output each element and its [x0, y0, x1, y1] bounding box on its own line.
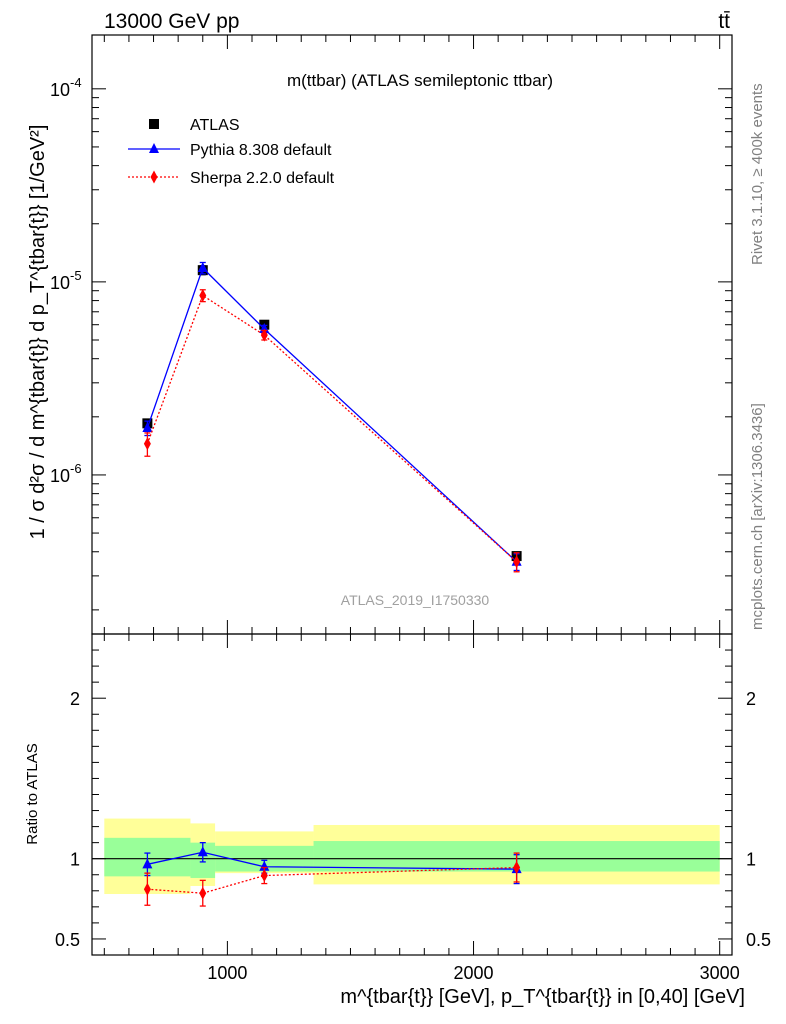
x-tick-label: 2000	[454, 963, 494, 983]
ratio-y-tick-label: 0.5	[55, 930, 80, 950]
x-tick-label: 1000	[207, 963, 247, 983]
ratio-panel: 0.5 0.5 1 1 2 2 1000 2000 3000 Ratio to ATLAS m^…	[24, 633, 771, 1008]
legend-label: Pythia 8.308 default	[190, 142, 332, 159]
ratio-series-sherpa	[143, 852, 521, 907]
legend-label: ATLAS	[190, 117, 240, 134]
data-point	[260, 869, 268, 883]
chart-title: m(ttbar) (ATLAS semileptonic ttbar)	[287, 71, 553, 90]
mcplots-credit-label: mcplots.cern.ch [arXiv:1306.3436]	[749, 403, 766, 630]
legend-marker	[149, 119, 159, 129]
data-point	[513, 555, 521, 569]
ratio-y-tick-label-right: 1	[746, 850, 756, 870]
ratio-frame	[91, 633, 733, 956]
main-series-atlas	[142, 265, 522, 562]
legend: ATLAS Pythia 8.308 default Sherpa 2.2.0 de…	[128, 117, 335, 187]
data-point	[143, 437, 151, 451]
x-tick-label: 3000	[700, 963, 740, 983]
data-point	[259, 860, 270, 871]
data-point	[142, 858, 153, 869]
data-point	[260, 328, 268, 342]
main-series-line	[146, 294, 518, 563]
legend-label: Sherpa 2.2.0 default	[190, 170, 335, 187]
ratio-y-axis-label: Ratio to ATLAS	[24, 743, 41, 844]
ratio-y-tick-label-right: 0.5	[746, 930, 771, 950]
data-point	[199, 886, 207, 900]
ratio-y-tick-label-right: 2	[746, 689, 756, 709]
data-point	[143, 882, 151, 896]
data-point	[199, 289, 207, 303]
legend-marker	[150, 170, 158, 184]
y-axis-label: 1 / σ d²σ / d m^{tbar{t}} d p_T^{tbar{t}…	[27, 125, 49, 540]
rivet-version-label: Rivet 3.1.10, ≥ 400k events	[749, 83, 766, 265]
analysis-watermark: ATLAS_2019_I1750330	[341, 592, 490, 608]
y-tick-label: 10-6	[50, 461, 82, 486]
legend-marker	[149, 143, 159, 153]
ratio-series-pythia	[142, 842, 522, 885]
ratio-series-line	[147, 866, 517, 894]
y-tick-label: 10-5	[50, 268, 82, 293]
main-series-sherpa	[143, 289, 521, 573]
energy-label: 13000 GeV pp	[104, 10, 239, 33]
data-point	[513, 861, 521, 875]
main-series-line	[146, 266, 518, 563]
ratio-series-line	[147, 851, 517, 870]
data-point	[142, 422, 153, 433]
main-series-pythia	[142, 261, 522, 572]
ratio-y-tick-label: 1	[70, 850, 80, 870]
process-label: tt̄	[718, 10, 730, 33]
data-point	[197, 261, 208, 272]
y-tick-label: 10-4	[50, 75, 82, 100]
x-axis-label: m^{tbar{t}} [GeV], p_T^{tbar{t}} in [0,4…	[340, 986, 745, 1008]
ratio-y-tick-label: 2	[70, 689, 80, 709]
main-panel: 10-6 10-5 10-4 m(ttbar) (ATLAS semileptoni…	[27, 34, 733, 635]
data-point	[197, 846, 208, 857]
